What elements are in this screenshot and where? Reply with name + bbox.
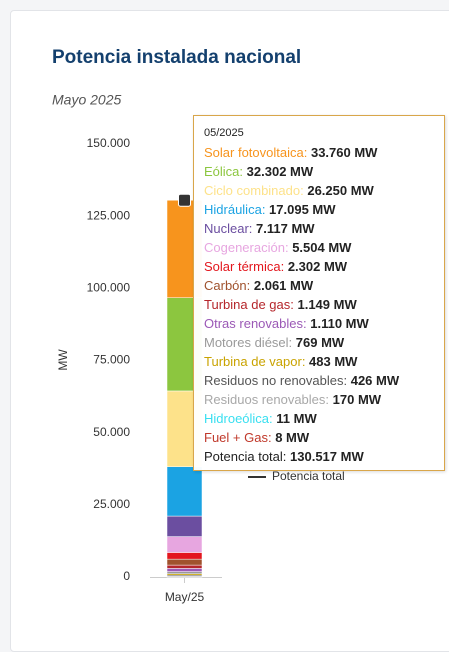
tooltip-series-name: Ciclo combinado	[204, 183, 307, 198]
tooltip-value: 769 MW	[296, 335, 344, 350]
bar-segment	[167, 552, 202, 559]
tooltip-value: 26.250 MW	[307, 183, 373, 198]
tooltip-row: Carbón2.061 MW	[204, 276, 444, 295]
tooltip-value: 7.117 MW	[256, 221, 315, 236]
bar-segment	[167, 565, 202, 568]
tooltip-series-name: Motores diésel	[204, 335, 296, 350]
total-marker	[179, 194, 191, 206]
tooltip-row: Turbina de vapor483 MW	[204, 352, 444, 371]
y-tick-label: 150.000	[87, 136, 131, 150]
tooltip-series-name: Fuel + Gas	[204, 430, 275, 445]
y-tick-label: 0	[123, 569, 130, 583]
tooltip-value: 426 MW	[351, 373, 399, 388]
y-tick-label: 75.000	[93, 353, 130, 367]
tooltip-series-name: Eólica	[204, 164, 247, 179]
tooltip-series-name: Residuos no renovables	[204, 373, 351, 388]
tooltip-series-name: Carbón	[204, 278, 254, 293]
tooltip-row: Turbina de gas1.149 MW	[204, 295, 444, 314]
tooltip-row: Cogeneración5.504 MW	[204, 238, 444, 257]
page: {"chart_data": {"type": "stacked_bar", "…	[0, 0, 449, 637]
chart-subtitle: Mayo 2025	[52, 92, 121, 108]
tooltip-value: 17.095 MW	[269, 202, 335, 217]
tooltip-series-name: Hidráulica	[204, 202, 269, 217]
y-tick-label: 25.000	[93, 497, 130, 511]
legend-label: Potencia total	[272, 469, 345, 483]
tooltip: 05/2025 Solar fotovoltaica33.760 MWEólic…	[193, 115, 445, 471]
y-tick-label: 125.000	[87, 208, 131, 222]
tooltip-value: 32.302 MW	[247, 164, 313, 179]
bar-segment	[167, 572, 202, 574]
tooltip-row: Residuos no renovables426 MW	[204, 371, 444, 390]
tooltip-row: Nuclear7.117 MW	[204, 219, 444, 238]
tooltip-row: Fuel + Gas8 MW	[204, 428, 444, 447]
tooltip-value: 11 MW	[276, 411, 316, 426]
tooltip-series-name: Residuos renovables	[204, 392, 333, 407]
tooltip-series-name: Nuclear	[204, 221, 256, 236]
y-tick-label: 100.000	[87, 281, 131, 295]
tooltip-total-name: Potencia total	[204, 449, 290, 464]
tooltip-value: 2.302 MW	[288, 259, 347, 274]
tooltip-row: Otras renovables1.110 MW	[204, 314, 444, 333]
bar-segment	[167, 568, 202, 571]
tooltip-row: Hidráulica17.095 MW	[204, 200, 444, 219]
tooltip-value: 2.061 MW	[254, 278, 313, 293]
tooltip-value: 33.760 MW	[311, 145, 377, 160]
tooltip-row: Potencia total130.517 MW	[204, 447, 444, 466]
tooltip-value: 170 MW	[333, 392, 381, 407]
x-tick-label: May/25	[165, 590, 205, 604]
tooltip-value: 1.149 MW	[297, 297, 356, 312]
tooltip-row: Solar fotovoltaica33.760 MW	[204, 143, 444, 162]
bar-segment	[167, 559, 202, 565]
tooltip-value: 8 MW	[275, 430, 309, 445]
y-axis-label: MW	[56, 349, 70, 371]
bar-segment	[167, 516, 202, 537]
tooltip-row: Eólica32.302 MW	[204, 162, 444, 181]
tooltip-series-name: Cogeneración	[204, 240, 292, 255]
tooltip-series-name: Turbina de gas	[204, 297, 297, 312]
y-tick-label: 50.000	[93, 425, 130, 439]
tooltip-series-name: Hidroeólica	[204, 411, 276, 426]
tooltip-series-name: Solar fotovoltaica	[204, 145, 311, 160]
tooltip-row: Motores diésel769 MW	[204, 333, 444, 352]
tooltip-row: Solar térmica2.302 MW	[204, 257, 444, 276]
tooltip-series-name: Turbina de vapor	[204, 354, 309, 369]
bar-segment	[167, 467, 202, 516]
tooltip-row: Residuos renovables170 MW	[204, 390, 444, 409]
tooltip-row: Ciclo combinado26.250 MW	[204, 181, 444, 200]
tooltip-total-value: 130.517 MW	[290, 449, 364, 464]
bar-segment	[167, 537, 202, 553]
chart-title: Potencia instalada nacional	[52, 47, 301, 68]
tooltip-value: 1.110 MW	[310, 316, 369, 331]
tooltip-header: 05/2025	[204, 125, 444, 141]
tooltip-row: Hidroeólica11 MW	[204, 409, 444, 428]
tooltip-value: 5.504 MW	[292, 240, 351, 255]
tooltip-series-name: Solar térmica	[204, 259, 288, 274]
tooltip-series-name: Otras renovables	[204, 316, 310, 331]
tooltip-value: 483 MW	[309, 354, 357, 369]
